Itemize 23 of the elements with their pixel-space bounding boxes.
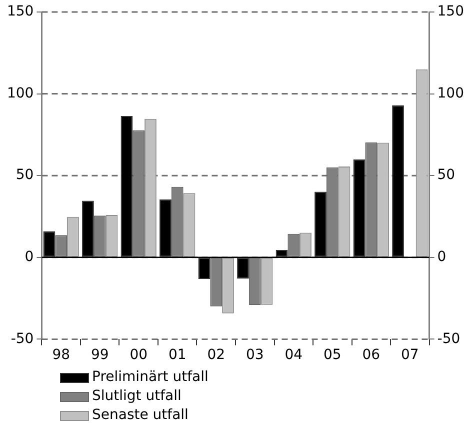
- y2-tick-label: 150: [437, 4, 464, 20]
- y2-tick-label: 50: [437, 167, 456, 184]
- y-tick-label: 150: [6, 4, 34, 20]
- x-tick-label: 05: [323, 347, 342, 364]
- x-tick-label: 06: [362, 347, 380, 364]
- y2-tick-label: 100: [437, 85, 464, 102]
- y2-tick-label: -50: [437, 330, 460, 347]
- y-tick-label: 100: [6, 85, 34, 102]
- y2-tick-label: 0: [437, 249, 446, 266]
- x-tick-label: 04: [284, 347, 303, 364]
- x-tick-label: 01: [168, 347, 186, 364]
- x-tick-label: 98: [52, 347, 70, 364]
- x-tick-label: 03: [246, 347, 264, 364]
- x-tick-label: 02: [207, 347, 226, 364]
- y-tick-label: 50: [16, 167, 34, 184]
- y-tick-label: -50: [10, 330, 34, 347]
- legend-label: Slutligt utfall: [92, 387, 182, 406]
- legend-label: Senaste utfall: [92, 406, 188, 423]
- x-tick-label: 00: [130, 347, 148, 364]
- x-tick-label: 07: [400, 347, 419, 364]
- legend-label: Preliminärt utfall: [92, 368, 208, 387]
- y-tick-label: 0: [24, 249, 34, 266]
- x-tick-label: 99: [90, 347, 109, 364]
